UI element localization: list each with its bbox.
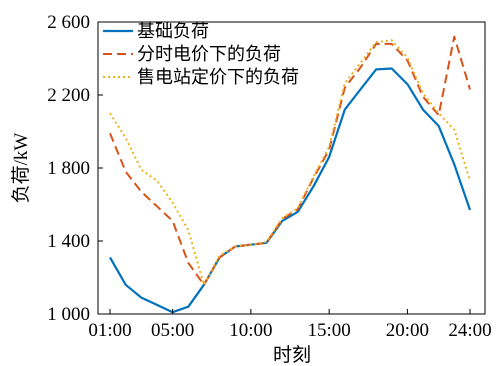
y-tick-label: 1 800 xyxy=(47,158,90,179)
x-tick-label: 24:00 xyxy=(448,320,491,341)
retailer-price-load-line xyxy=(109,39,471,286)
y-tick-label: 1 400 xyxy=(47,231,90,252)
axis-ticks: 1 000 1 400 1 800 2 200 2 600 01:00 05:00 10:00… xyxy=(47,12,491,341)
legend-label: 基础负荷 xyxy=(137,21,209,41)
y-axis-title: 负荷/kW xyxy=(10,133,32,204)
x-tick-label: 20:00 xyxy=(386,320,429,341)
x-tick-label: 05:00 xyxy=(151,320,194,341)
y-tick-label: 1 000 xyxy=(47,304,90,325)
y-tick-label: 2 200 xyxy=(47,85,90,106)
legend-item: 售电站定价下的负荷 xyxy=(103,67,299,87)
plot-area xyxy=(109,35,472,314)
x-tick-label: 01:00 xyxy=(88,320,131,341)
legend-label: 分时电价下的负荷 xyxy=(137,44,281,64)
legend-item: 分时电价下的负荷 xyxy=(103,44,281,64)
y-tick-label: 2 600 xyxy=(47,12,90,33)
tou-price-load-line xyxy=(109,35,471,286)
x-tick-label: 15:00 xyxy=(307,320,350,341)
legend-label: 售电站定价下的负荷 xyxy=(137,67,299,87)
legend: 基础负荷 分时电价下的负荷 售电站定价下的负荷 xyxy=(103,21,299,87)
x-tick-label: 10:00 xyxy=(229,320,272,341)
base-load-line xyxy=(109,67,472,314)
legend-item: 基础负荷 xyxy=(103,21,209,41)
x-axis-title: 时刻 xyxy=(273,344,311,366)
